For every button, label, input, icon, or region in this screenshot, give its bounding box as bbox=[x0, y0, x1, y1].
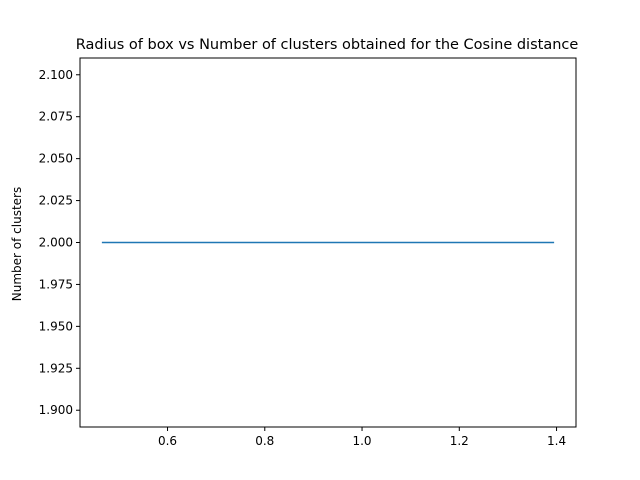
y-tick-label: 1.900 bbox=[39, 403, 73, 417]
x-axis-ticks: 0.6 0.8 1.0 1.2 1.4 bbox=[158, 427, 566, 448]
y-axis-label: Number of clusters bbox=[10, 187, 24, 301]
y-tick-label: 2.000 bbox=[39, 236, 73, 250]
y-tick-label: 2.025 bbox=[39, 194, 73, 208]
y-tick-label: 2.100 bbox=[39, 68, 73, 82]
y-tick-label: 1.925 bbox=[39, 361, 73, 375]
x-tick-label: 0.8 bbox=[255, 434, 274, 448]
y-tick-label: 1.950 bbox=[39, 319, 73, 333]
x-tick-label: 0.6 bbox=[158, 434, 177, 448]
chart-title: Radius of box vs Number of clusters obta… bbox=[76, 37, 579, 53]
x-tick-label: 1.4 bbox=[547, 434, 566, 448]
y-tick-label: 2.075 bbox=[39, 110, 73, 124]
y-tick-label: 2.050 bbox=[39, 152, 73, 166]
y-tick-label: 1.975 bbox=[39, 277, 73, 291]
y-axis-ticks: 1.900 1.925 1.950 1.975 2.000 2.025 2.050 2.075… bbox=[39, 68, 80, 417]
axes-frame bbox=[79, 57, 577, 428]
x-tick-label: 1.2 bbox=[450, 434, 469, 448]
x-tick-label: 1.0 bbox=[352, 434, 371, 448]
